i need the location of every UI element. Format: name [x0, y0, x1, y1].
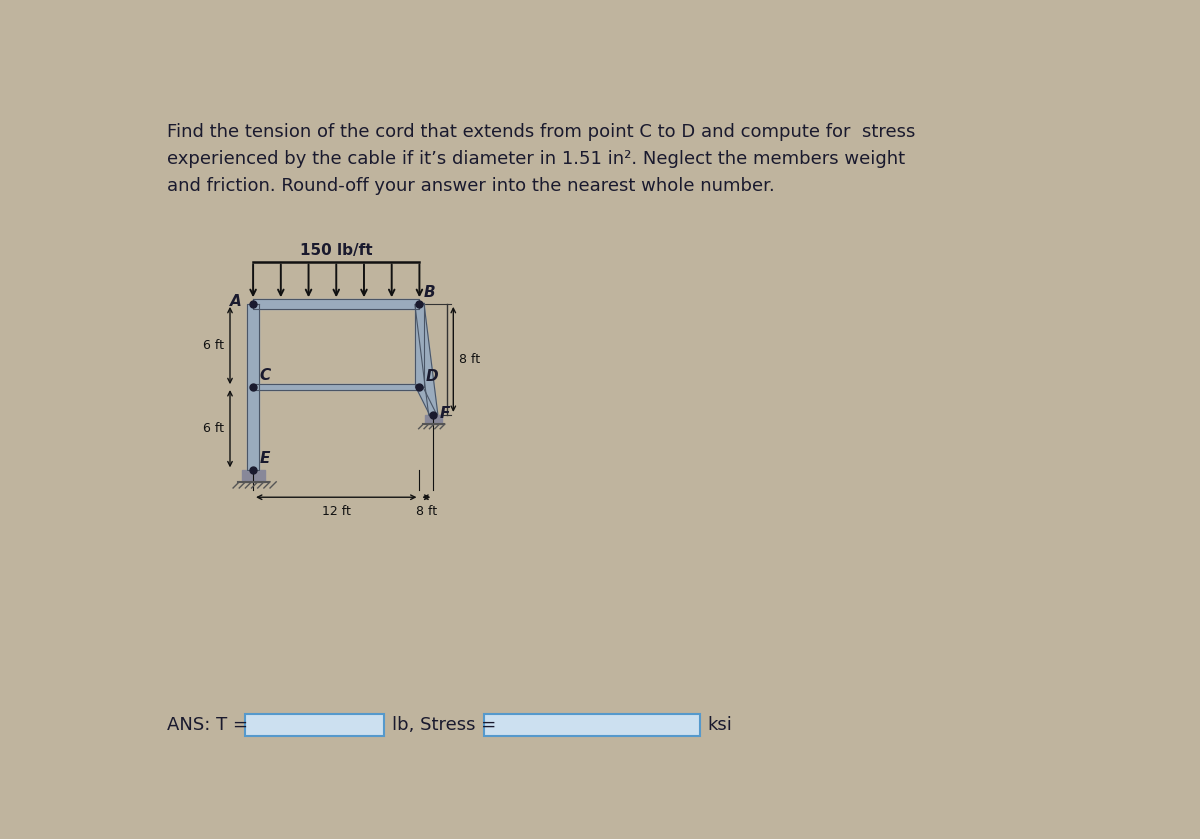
- Text: experienced by the cable if it’s diameter in 1.51 in². Neglect the members weigh: experienced by the cable if it’s diamete…: [167, 150, 905, 168]
- Text: ksi: ksi: [708, 717, 732, 734]
- Text: 8 ft: 8 ft: [415, 505, 437, 518]
- Text: Find the tension of the cord that extends from point C to D and compute for  str: Find the tension of the cord that extend…: [167, 123, 916, 141]
- Text: 6 ft: 6 ft: [203, 422, 224, 435]
- Text: F: F: [439, 406, 450, 421]
- Text: A: A: [230, 294, 241, 309]
- Polygon shape: [415, 304, 424, 387]
- Polygon shape: [415, 304, 438, 415]
- Polygon shape: [253, 384, 420, 390]
- Polygon shape: [247, 304, 259, 471]
- Polygon shape: [253, 300, 420, 309]
- Text: lb, Stress =: lb, Stress =: [391, 717, 496, 734]
- Text: 150 lb/ft: 150 lb/ft: [300, 242, 372, 258]
- Text: E: E: [259, 451, 270, 466]
- Text: C: C: [259, 368, 270, 383]
- Text: and friction. Round-off your answer into the nearest whole number.: and friction. Round-off your answer into…: [167, 177, 775, 195]
- Text: D: D: [426, 369, 438, 384]
- Text: 8 ft: 8 ft: [460, 353, 480, 366]
- Text: ANS: T =: ANS: T =: [167, 717, 248, 734]
- Bar: [484, 714, 700, 736]
- Text: 12 ft: 12 ft: [322, 505, 350, 518]
- Text: 6 ft: 6 ft: [203, 339, 224, 352]
- Polygon shape: [416, 386, 436, 416]
- Polygon shape: [425, 414, 442, 424]
- Text: B: B: [424, 285, 434, 300]
- Bar: [246, 714, 384, 736]
- Polygon shape: [241, 471, 265, 482]
